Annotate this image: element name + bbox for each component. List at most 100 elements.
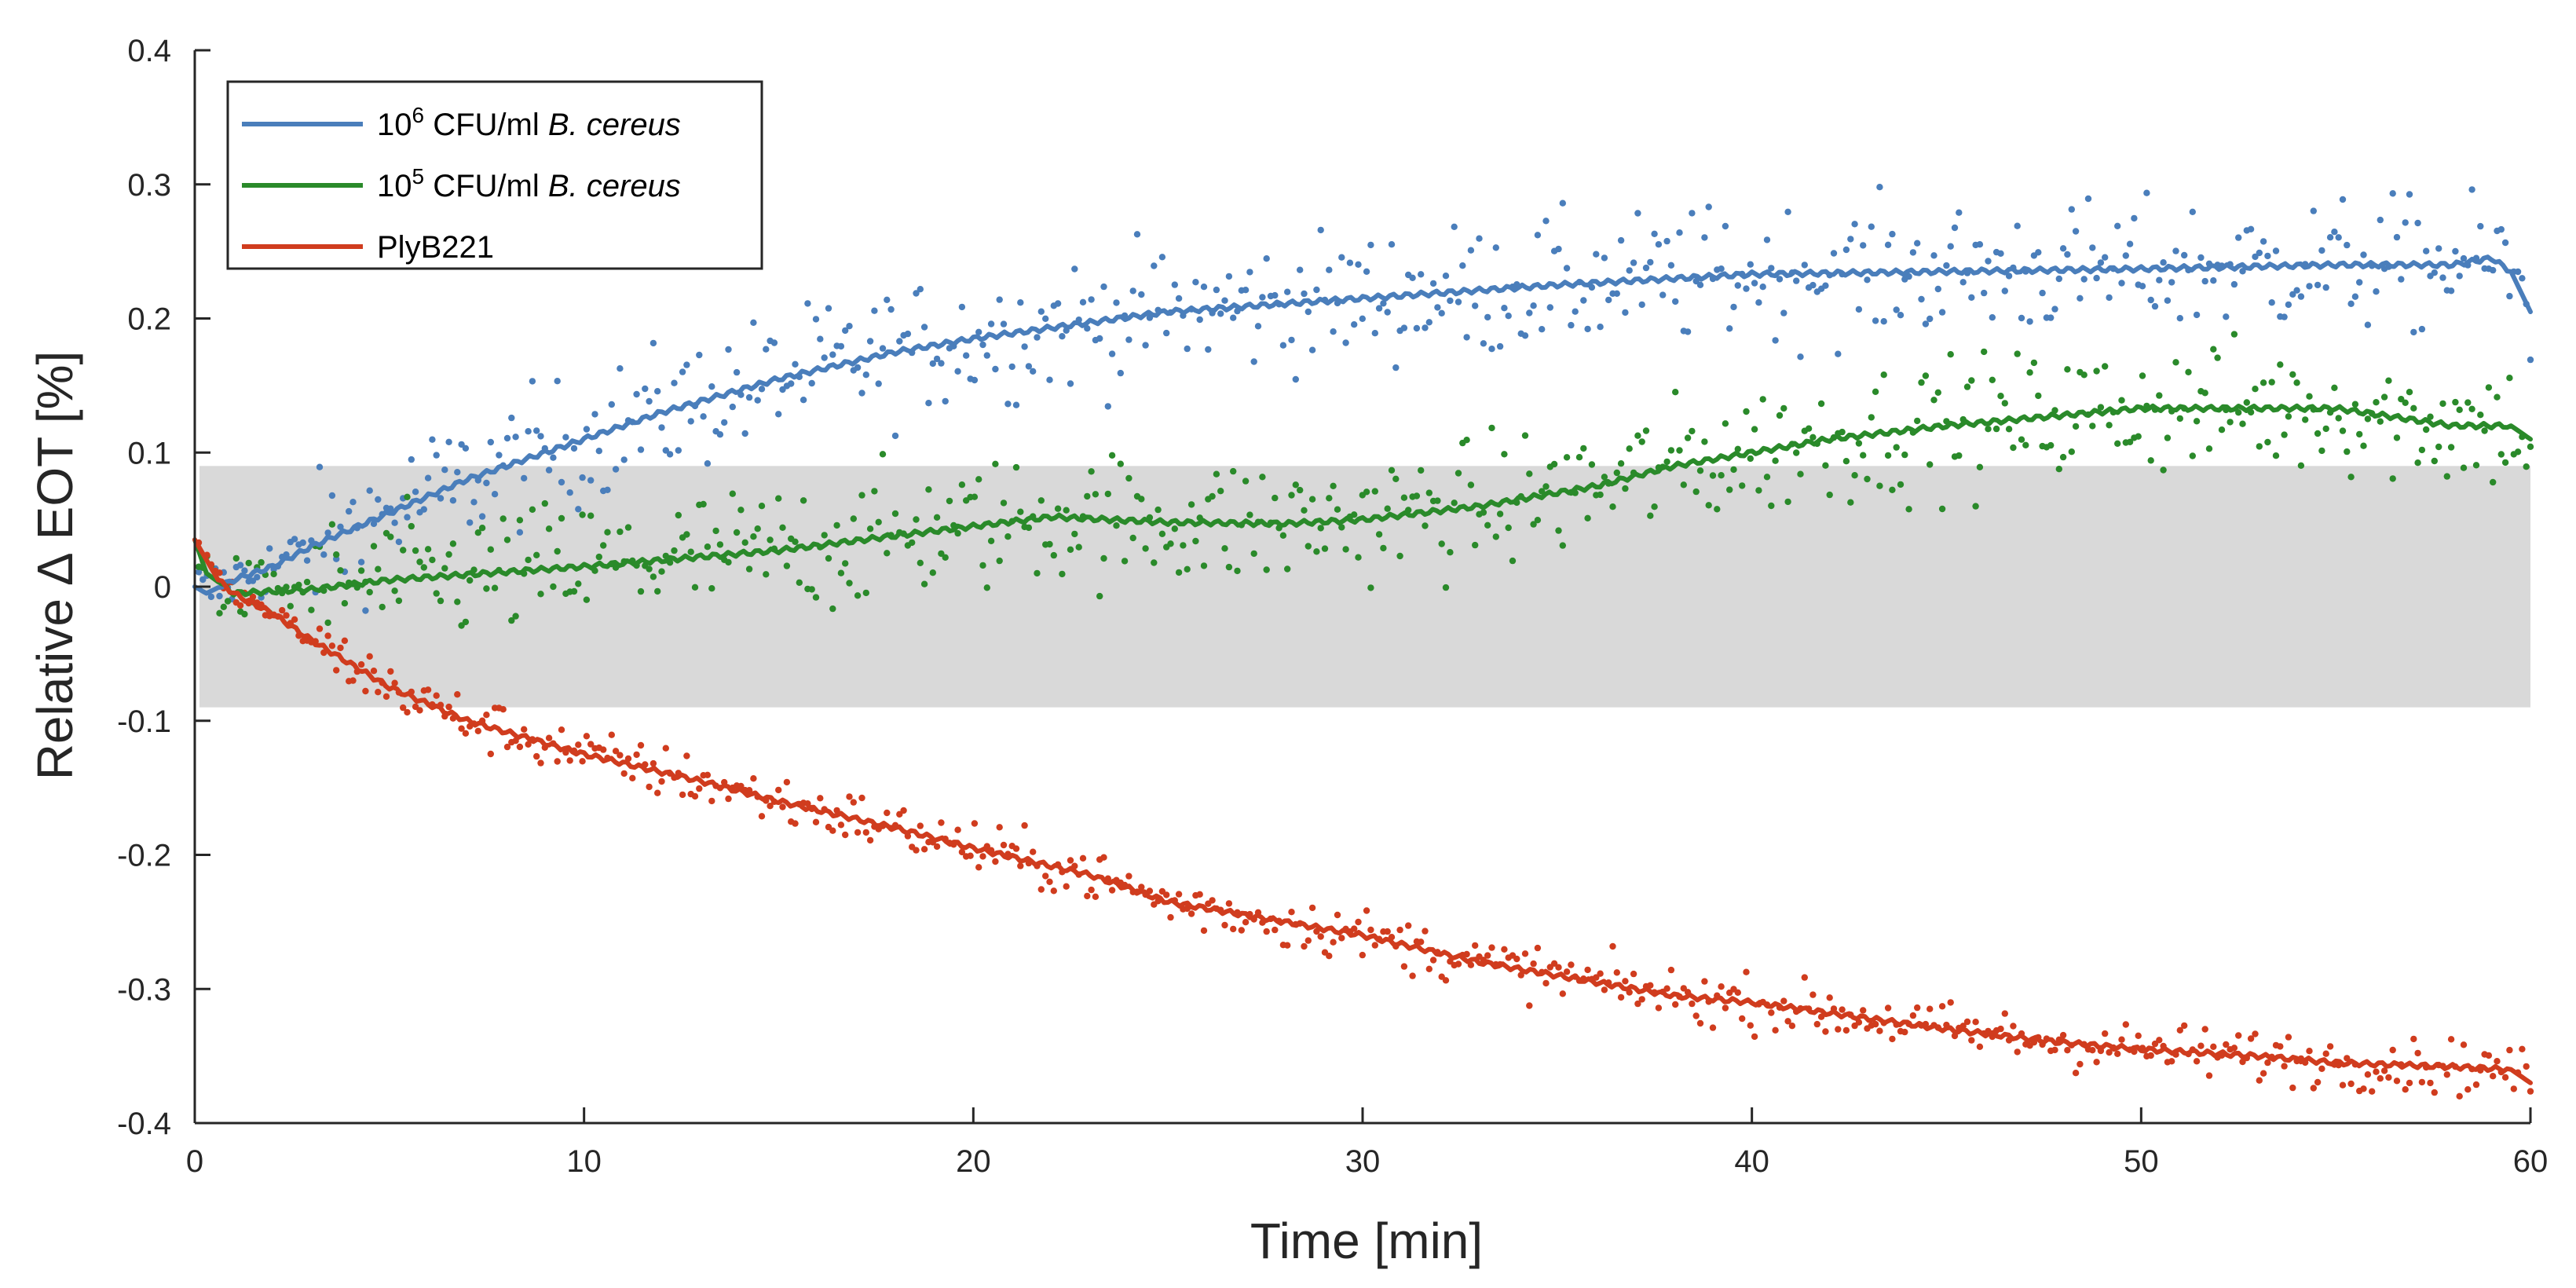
scatter-point — [328, 492, 336, 499]
scatter-point — [424, 686, 432, 693]
scatter-point — [2139, 283, 2146, 290]
scatter-point — [2431, 457, 2438, 465]
scatter-point — [1855, 440, 1863, 447]
scatter-point — [324, 529, 331, 536]
scatter-point — [617, 365, 624, 372]
scatter-point — [954, 826, 961, 833]
scatter-point — [1755, 299, 1762, 306]
scatter-point — [2347, 1080, 2355, 1088]
scatter-point — [1192, 279, 1199, 286]
scatter-point — [2223, 1041, 2230, 1048]
scatter-point — [1734, 989, 1741, 997]
scatter-point — [2072, 1070, 2080, 1077]
scatter-point — [1138, 496, 1145, 503]
scatter-point — [1496, 342, 1504, 350]
scatter-point — [608, 731, 615, 738]
scatter-point — [1154, 506, 1162, 514]
scatter-point — [2494, 1058, 2501, 1065]
scatter-point — [2001, 1010, 2008, 1017]
scatter-point — [1647, 258, 1654, 266]
scatter-point — [1655, 1004, 1663, 1012]
scatter-point — [2414, 219, 2421, 227]
y-tick-label: 0.3 — [127, 168, 171, 203]
scatter-point — [245, 559, 252, 567]
scatter-point — [1004, 401, 1012, 408]
scatter-point — [1876, 1027, 1883, 1034]
scatter-point — [658, 424, 665, 431]
scatter-point — [2102, 363, 2109, 370]
scatter-point — [1355, 554, 1362, 561]
scatter-point — [1096, 592, 1103, 600]
scatter-point — [2201, 277, 2208, 285]
scatter-point — [2156, 276, 2163, 284]
scatter-point — [716, 541, 724, 548]
scatter-point — [2026, 318, 2033, 325]
scatter-point — [1676, 447, 1683, 454]
scatter-point — [1384, 309, 1391, 316]
scatter-point — [2460, 254, 2468, 262]
scatter-point — [913, 516, 920, 523]
scatter-point — [821, 354, 828, 361]
scatter-point — [866, 525, 874, 532]
scatter-point — [1138, 884, 1145, 891]
scatter-point — [1897, 481, 1905, 488]
scatter-point — [1689, 210, 1696, 217]
scatter-point — [2377, 418, 2384, 425]
scatter-point — [1542, 483, 1550, 490]
scatter-point — [2314, 281, 2322, 289]
scatter-point — [216, 569, 223, 576]
scatter-point — [604, 486, 611, 493]
scatter-point — [1012, 463, 1020, 471]
scatter-point — [725, 795, 732, 803]
scatter-point — [1088, 468, 1095, 475]
scatter-point — [1613, 290, 1620, 297]
scatter-point — [1809, 434, 1817, 441]
scatter-point — [1476, 235, 1483, 242]
scatter-point — [1429, 280, 1437, 287]
scatter-point — [1927, 1005, 1934, 1012]
scatter-point — [1034, 334, 1041, 341]
scatter-point — [925, 400, 932, 407]
scatter-point — [2418, 446, 2426, 454]
scatter-point — [1121, 558, 1129, 565]
scatter-point — [1559, 199, 1567, 207]
scatter-point — [2414, 459, 2421, 467]
scatter-point — [2431, 269, 2438, 276]
scatter-point — [2193, 418, 2201, 425]
scatter-point — [1563, 968, 1571, 975]
scatter-point — [600, 746, 607, 753]
scatter-point — [1259, 294, 1266, 301]
scatter-point — [958, 848, 966, 856]
scatter-point — [2360, 1085, 2367, 1092]
scatter-point — [2072, 228, 2080, 235]
scatter-point — [763, 571, 770, 578]
scatter-point — [2268, 379, 2275, 386]
scatter-point — [1037, 497, 1045, 504]
scatter-point — [1046, 376, 1053, 383]
scatter-point — [933, 355, 941, 363]
scatter-point — [1801, 262, 1808, 269]
scatter-point — [1739, 482, 1746, 489]
scatter-point — [216, 592, 223, 600]
scatter-point — [2497, 225, 2505, 233]
scatter-point — [2122, 1021, 2129, 1028]
scatter-point — [1037, 886, 1045, 893]
scatter-point — [2464, 399, 2472, 406]
scatter-point — [1638, 996, 1645, 1003]
scatter-point — [1242, 919, 1250, 926]
scatter-point — [441, 467, 448, 474]
scatter-point — [2051, 306, 2058, 313]
scatter-point — [2427, 1079, 2434, 1087]
scatter-point — [2289, 1084, 2296, 1092]
scatter-point — [2055, 466, 2062, 473]
scatter-point — [691, 792, 699, 800]
scatter-point — [1780, 404, 1787, 412]
scatter-point — [1597, 970, 1604, 977]
scatter-point — [1234, 567, 1241, 575]
scatter-point — [2527, 443, 2534, 450]
scatter-point — [604, 529, 611, 536]
scatter-point — [1292, 375, 1300, 383]
scatter-point — [1480, 340, 1487, 347]
scatter-point — [1242, 287, 1250, 294]
scatter-point — [1501, 451, 1508, 458]
